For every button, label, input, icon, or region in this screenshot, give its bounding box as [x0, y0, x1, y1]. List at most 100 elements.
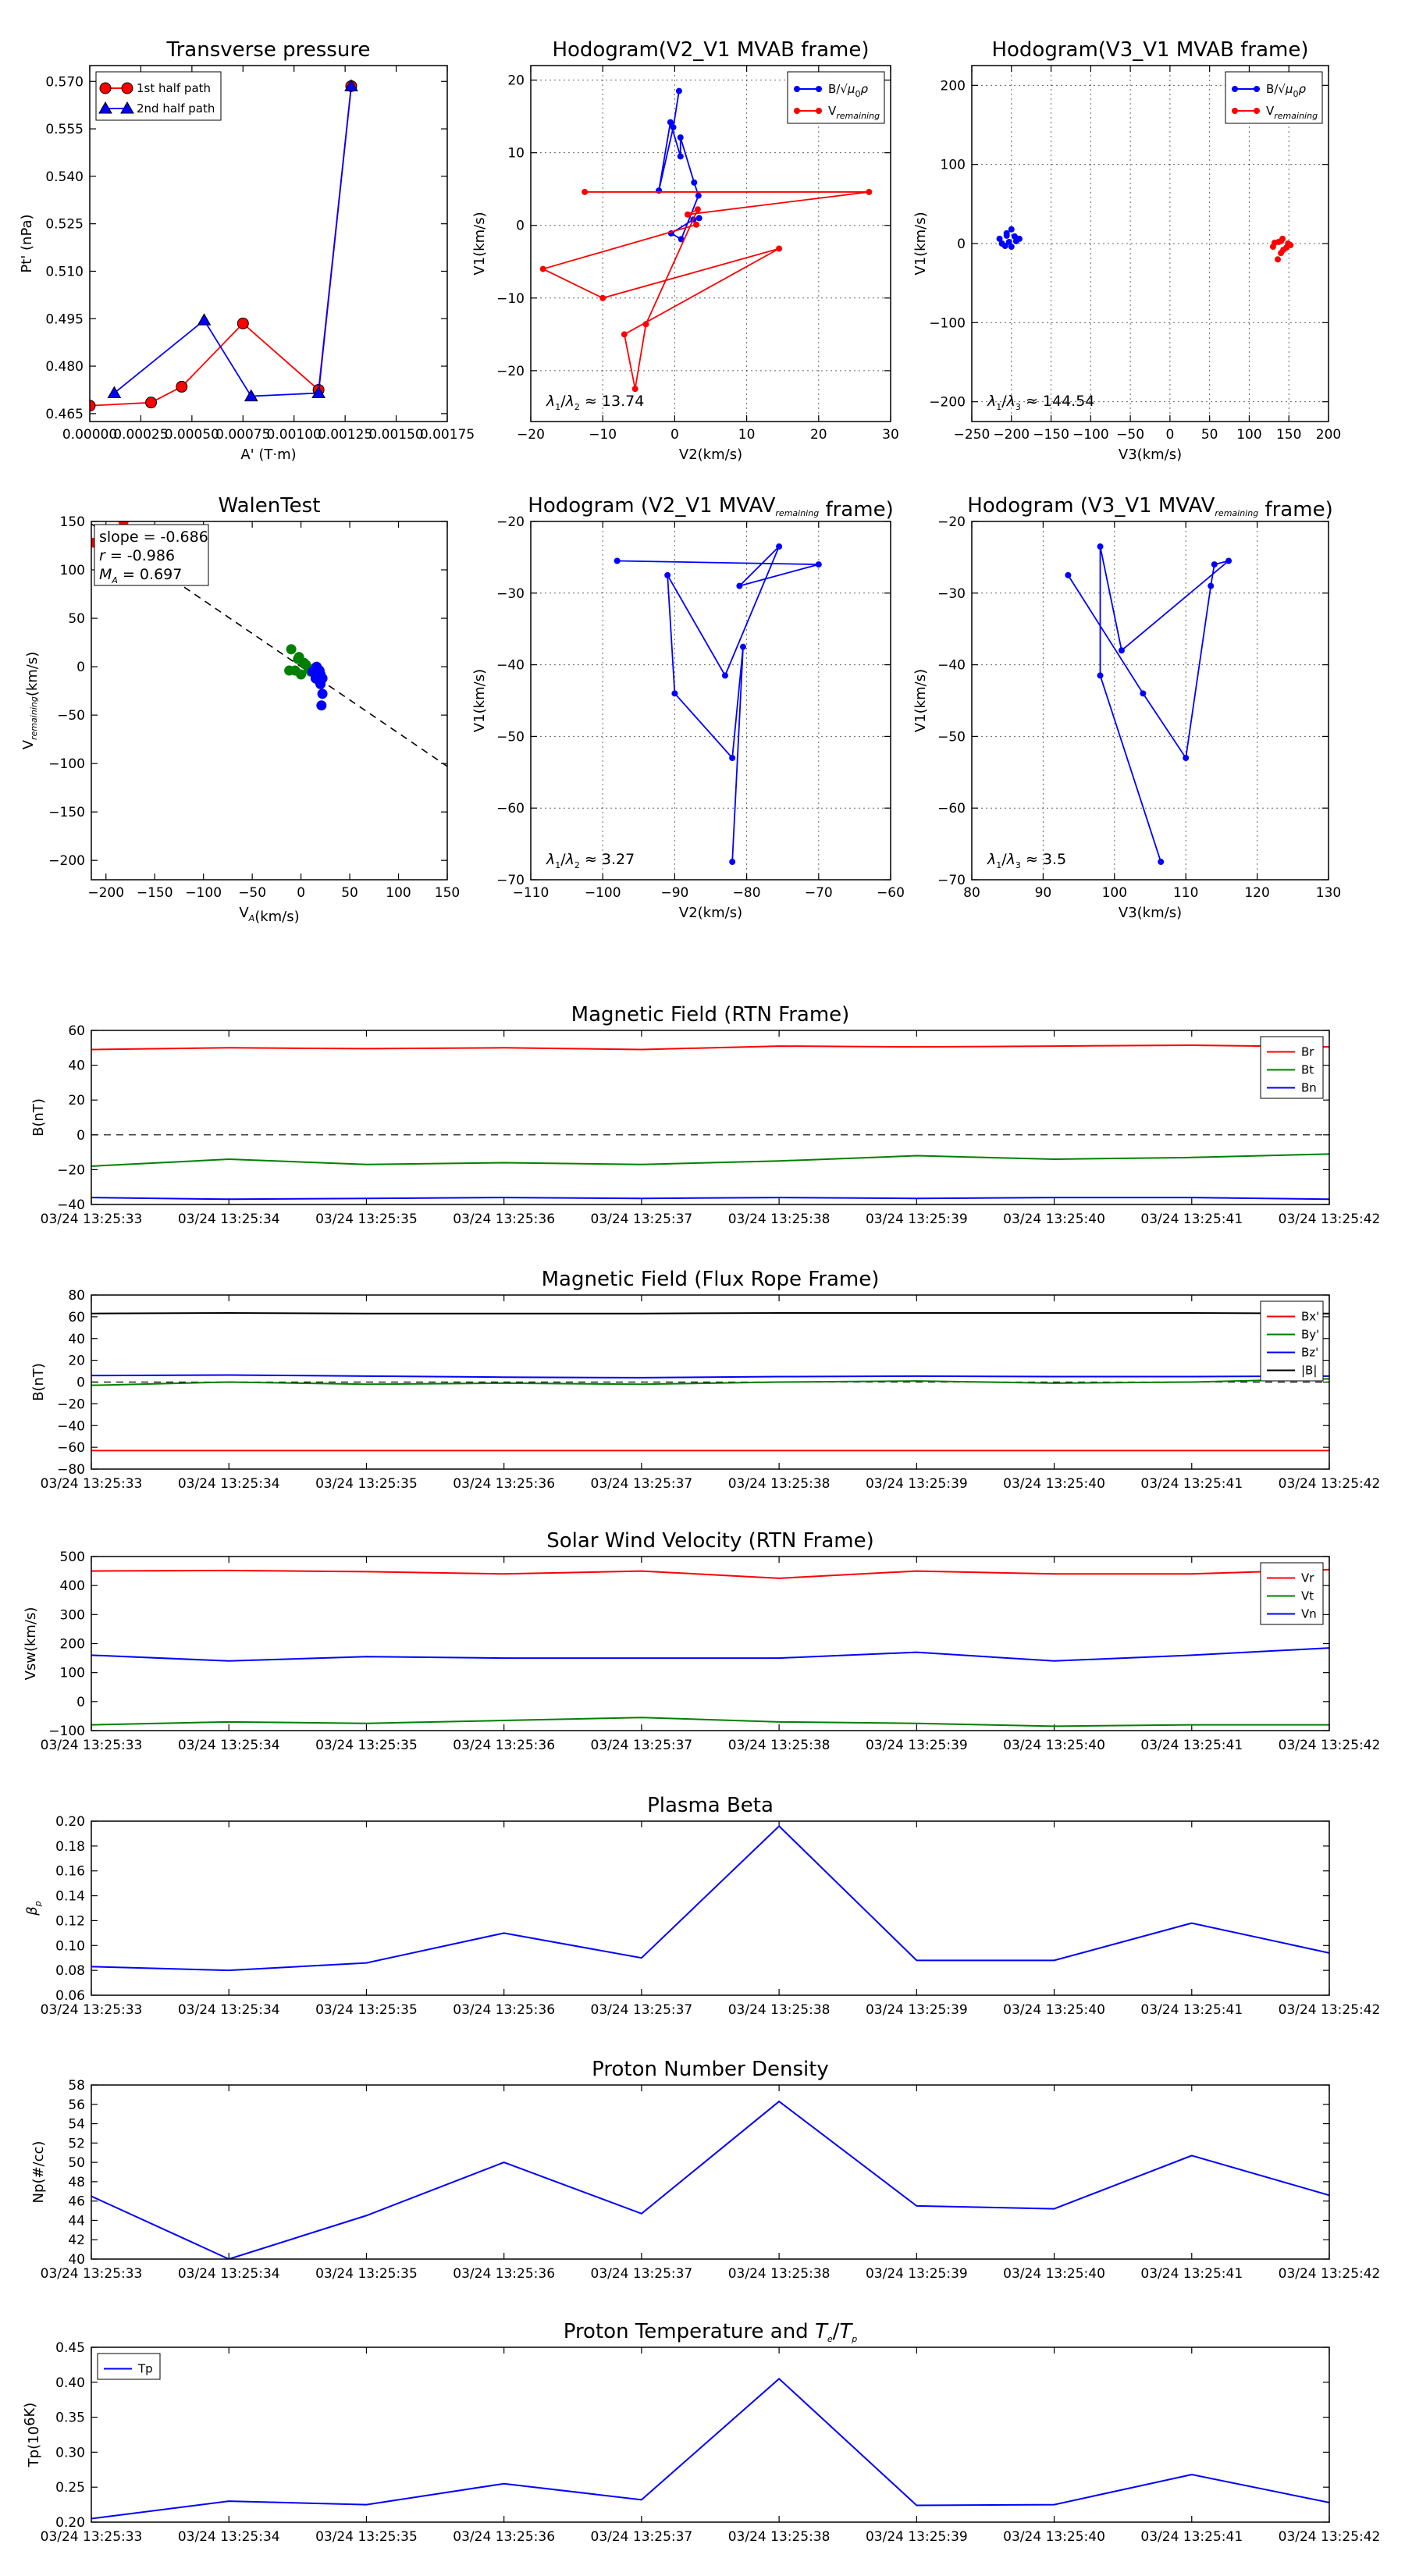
y-tick-label: 100 — [941, 158, 966, 173]
time-label: 03/24 13:25:39 — [866, 1212, 968, 1227]
data-point — [582, 188, 589, 195]
y-tick-label: −10 — [496, 291, 525, 307]
series-line-0 — [1067, 546, 1229, 863]
data-point — [317, 688, 328, 699]
chart-c2-frame — [530, 65, 891, 422]
data-point — [1097, 672, 1104, 679]
r-text: r = -0.986 — [99, 547, 175, 564]
plot-area — [91, 2100, 1329, 2259]
y-axis-label: V1(km/s) — [471, 669, 488, 732]
plot-area — [91, 1044, 1329, 1201]
chart-title: Magnetic Field (RTN Frame) — [571, 1003, 850, 1026]
series-line-bz — [91, 1374, 1329, 1379]
time-label: 03/24 13:25:42 — [1279, 2266, 1381, 2282]
data-point — [1208, 582, 1215, 589]
time-label: 03/24 13:25:34 — [178, 2266, 280, 2282]
data-point — [244, 389, 258, 402]
data-point — [176, 380, 188, 393]
y-tick-label: 0.12 — [55, 1913, 85, 1929]
data-point — [678, 236, 685, 243]
data-point — [996, 235, 1003, 242]
chart-c5: Hodogram (V2_V1 MVAVremaining frame) −110… — [471, 494, 905, 921]
chart-title: Hodogram(V2_V1 MVAB frame) — [552, 38, 869, 62]
y-tick-label: 300 — [60, 1607, 85, 1623]
time-label: 03/24 13:25:37 — [591, 2529, 693, 2545]
series-line-1 — [113, 86, 352, 397]
chart-title: Hodogram (V3_V1 MVAVremaining frame) — [967, 494, 1332, 521]
data-point — [1008, 226, 1015, 233]
chart-c3: Hodogram(V3_V1 MVAB frame)−250 −200 −150 −1… — [912, 38, 1341, 463]
time-label: 03/24 13:25:35 — [315, 2529, 418, 2545]
data-point — [284, 665, 295, 676]
legend-box — [95, 71, 222, 121]
y-tick-label: −70 — [496, 873, 525, 888]
chart-t1: Magnetic Field (RTN Frame) −40 −20 0 20 40 60 0… — [30, 1003, 1380, 1227]
legend-marker — [816, 108, 822, 114]
y-tick-label: 200 — [941, 78, 966, 94]
time-label: 03/24 13:25:39 — [866, 1476, 968, 1492]
x-tick-label: 50 — [341, 885, 358, 901]
y-tick-label: 0.14 — [55, 1889, 85, 1905]
y-tick-label: 0.465 — [45, 407, 84, 422]
x-tick-label: −50 — [1116, 427, 1144, 443]
time-label: 03/24 13:25:42 — [1279, 1476, 1381, 1492]
chart-t5: Proton Number Density 40 42 44 46 48 50 52 54 56 5… — [30, 2058, 1380, 2282]
chart-t3-frame — [91, 1556, 1330, 1731]
series-line-vr — [91, 1568, 1329, 1579]
y-tick-label: 46 — [68, 2194, 85, 2210]
time-label: 03/24 13:25:42 — [1279, 1212, 1381, 1227]
x-tick-label: 0.00150 — [368, 427, 423, 443]
legend-marker — [98, 101, 112, 114]
legend-label: Vremaining — [1266, 104, 1318, 121]
y-axis-label: V1(km/s) — [471, 212, 488, 275]
data-point — [729, 754, 736, 761]
x-tick-label: −110 — [513, 885, 550, 901]
time-label: 03/24 13:25:39 — [866, 1738, 968, 1753]
data-point — [1275, 256, 1282, 263]
y-tick-label: 54 — [68, 2117, 85, 2133]
plot-area — [91, 2377, 1329, 2520]
y-tick-label: 40 — [68, 1059, 85, 1074]
y-tick-label: −100 — [929, 315, 966, 331]
y-axis-label: V1(km/s) — [912, 212, 929, 275]
time-label: 03/24 13:25:41 — [1140, 2529, 1243, 2545]
legend-marker — [1254, 108, 1260, 114]
y-tick-label: 0.35 — [55, 2411, 85, 2426]
y-tick-label: 100 — [60, 563, 85, 578]
y-tick-label: 150 — [60, 514, 85, 530]
legend-label: Bx' — [1301, 1310, 1319, 1324]
y-tick-label: 0 — [76, 1128, 85, 1144]
legend-label: Tp — [137, 2362, 153, 2376]
data-point — [739, 643, 746, 650]
y-axis-label: Vsw(km/s) — [23, 1607, 39, 1681]
ma-text: MA = 0.697 — [99, 566, 182, 585]
x-tick-label: 120 — [1244, 885, 1269, 901]
y-tick-label: −20 — [496, 514, 525, 530]
chart-t1-frame — [91, 1030, 1330, 1205]
data-point — [656, 187, 663, 194]
legend-marker — [816, 86, 822, 92]
legend-label: By' — [1301, 1328, 1319, 1342]
y-tick-label: 0 — [76, 1375, 85, 1391]
y-tick-label: 0 — [76, 1695, 85, 1710]
chart-c4: WalenTest −200 −150 −100 −50 0 50 100 150 −200 −15… — [20, 494, 460, 925]
y-tick-label: 500 — [60, 1550, 85, 1565]
y-tick-label: 80 — [68, 1288, 85, 1304]
data-point — [691, 179, 698, 186]
data-point — [721, 672, 728, 679]
data-point — [1278, 237, 1285, 244]
data-point — [998, 240, 1005, 247]
y-axis-label: βp — [24, 1901, 43, 1916]
time-label: 03/24 13:25:40 — [1003, 2266, 1105, 2282]
y-tick-label: −20 — [937, 514, 966, 530]
series-line-vn — [91, 1647, 1329, 1662]
chart-title: Proton Temperature and Te/Tp — [564, 2320, 858, 2344]
series-line-bn — [91, 1197, 1329, 1201]
x-tick-label: −100 — [585, 885, 621, 901]
data-point — [1183, 754, 1190, 761]
legend-label: 2nd half path — [137, 101, 215, 116]
x-tick-label: 80 — [963, 885, 980, 901]
y-tick-label: 0.08 — [55, 1963, 85, 1979]
time-label: 03/24 13:25:36 — [453, 1212, 555, 1227]
x-tick-label: 20 — [810, 427, 827, 443]
